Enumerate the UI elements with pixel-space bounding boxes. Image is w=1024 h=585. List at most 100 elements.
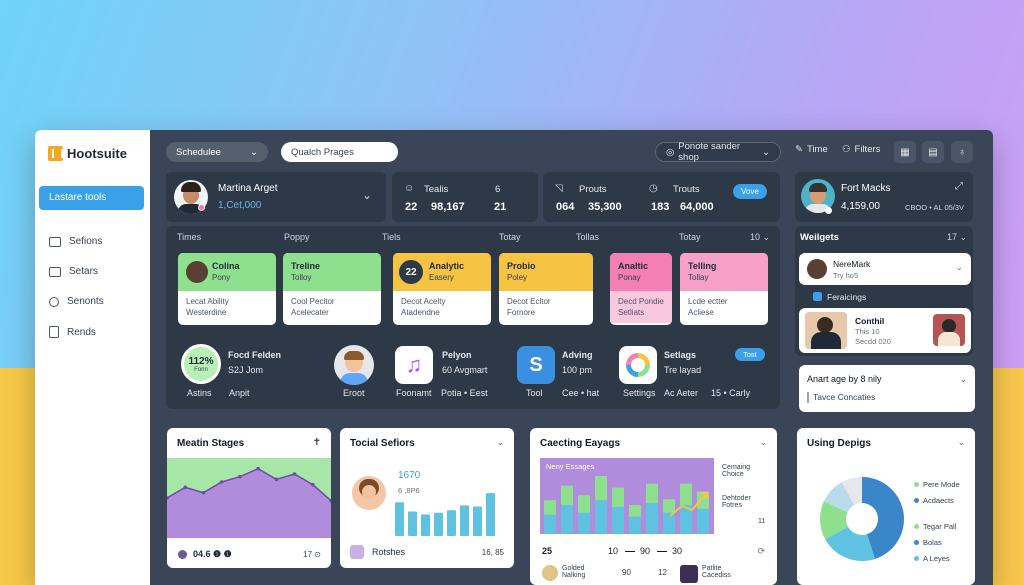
tile-treline[interactable]: Treline Tolloy Cool Pecitor Acelecater <box>283 253 381 325</box>
avatar <box>186 261 208 283</box>
profile-name: Martina Arget <box>218 183 278 194</box>
chart-bar <box>595 476 607 501</box>
chevron-down-icon[interactable]: ⌄ <box>496 437 504 447</box>
progress-sub: Fonn <box>194 366 208 373</box>
progress-subtitle: S2J Jom <box>228 365 264 375</box>
axis-label: 10 <box>608 546 619 556</box>
chart-point <box>256 466 260 471</box>
hootsuite-logo-icon <box>48 146 63 161</box>
chart-bar <box>561 505 573 534</box>
legend-item: Cemaing Choice <box>722 464 751 478</box>
chevron-down-icon: ⌄ <box>250 146 258 158</box>
widget-meta: Secdd 020 <box>855 337 891 346</box>
right-profile-card[interactable]: Fort Macks 4,159,00 CBOO • AL 05/3V ⤢ <box>795 172 973 222</box>
calendar-icon[interactable]: ▦ <box>894 141 916 163</box>
chart-bar <box>561 485 573 505</box>
chevron-down-icon[interactable]: ⌄ <box>955 262 963 272</box>
count-badge: 22 <box>399 260 423 284</box>
settings-sub: Tre layad <box>664 365 702 375</box>
chart-bar <box>646 503 658 534</box>
sidebar-item-active[interactable]: Lastare tools <box>39 186 144 210</box>
tile-line: Cool Pecitor <box>291 297 335 306</box>
people-icon: ⚇ <box>842 144 851 155</box>
progress-title: Focd Felden <box>228 350 282 360</box>
filters-button[interactable]: ⚇ Filters <box>842 144 880 155</box>
tile-analtic[interactable]: Analtic Ponay Decd Pondie Setliats <box>610 253 672 325</box>
chevron-down-icon[interactable]: ⌄ <box>361 188 372 202</box>
app-s-icon[interactable]: S <box>517 346 555 384</box>
sidebar-item-setars[interactable]: Setars <box>49 266 98 277</box>
settings-ring-icon[interactable] <box>619 346 657 384</box>
document-icon[interactable]: ▤ <box>922 141 944 163</box>
tile-probio[interactable]: Probio Poley Decot Ecltor Fornore <box>499 253 593 325</box>
brand-logo[interactable]: Hootsuite <box>48 146 127 161</box>
tile-colina[interactable]: Colina Pony Lecat Ability Westerdine <box>178 253 276 325</box>
music-label: Foonamt <box>396 388 432 398</box>
stat-value: 064 <box>556 201 575 213</box>
chart-bar <box>473 506 482 536</box>
app-sub: 100 pm <box>562 365 593 375</box>
expand-icon[interactable]: ⤢ <box>955 181 963 192</box>
music-icon[interactable]: ♫ <box>395 346 433 384</box>
settings-label: Ac Aeter <box>664 388 699 398</box>
axis-label: 25 <box>542 546 553 556</box>
widgets-count[interactable]: 17 ⌄ <box>947 232 968 242</box>
tile-line: Acelecater <box>291 308 329 317</box>
refresh-icon[interactable]: ⟳ <box>757 546 765 556</box>
legend-item: Tegar Pall <box>914 522 956 531</box>
chart-bar <box>680 505 692 534</box>
sidebar-item-rends[interactable]: Rends <box>49 326 96 338</box>
total-sefiors-card: Tocial Sefiors ⌄ 1670 6 ,8P6 Rotshes 16,… <box>340 428 514 568</box>
smart-title: Anart age by 8 nily <box>807 374 882 384</box>
widget-item[interactable]: Conthil This 10 Secdd 020 <box>799 308 971 353</box>
widget-item[interactable]: NereMark Try ho5 ⌄ <box>799 253 971 285</box>
app-label: Tool <box>526 388 543 398</box>
status-badge[interactable]: Vove <box>733 184 767 199</box>
profile-meta: CBOO • AL 05/3V <box>905 203 965 212</box>
panel-dropdown[interactable]: 10 ⌄ <box>750 232 771 242</box>
tile-analytic[interactable]: 22 Analytic Easery Decot Acelty Atadendne <box>393 253 491 325</box>
avatar <box>801 179 835 213</box>
schedule-select[interactable]: Schedulee ⌄ <box>166 142 268 162</box>
phone-icon: ◎ <box>666 146 675 158</box>
chart-bar <box>612 487 624 507</box>
tile-line: Decot Acelty <box>401 297 446 306</box>
sidebar-item-sefions[interactable]: Sefions <box>49 236 102 247</box>
chevron-down-icon[interactable]: ⌄ <box>957 437 965 447</box>
status-badge[interactable]: Tost <box>735 348 765 361</box>
legend-label: Tegar Pall <box>923 522 957 531</box>
phone-select-value: Ponote sander shop <box>678 141 741 163</box>
foot-item: 90 <box>622 568 631 577</box>
avatar[interactable] <box>334 345 374 385</box>
sidebar-item-label: Setars <box>69 266 98 277</box>
pin-icon[interactable]: ✝ <box>312 437 321 448</box>
tile-telling[interactable]: Telling Tollay Lcde ectter Acliese <box>680 253 768 325</box>
settings-label: 15 • Carly <box>711 388 751 398</box>
legend-item: Pere Mode <box>914 480 960 489</box>
tile-sub: Poley <box>507 273 528 282</box>
phone-select[interactable]: ◎ Ponote sander shop ⌄ <box>655 141 781 163</box>
card-sub: 6 ,8P6 <box>398 486 420 495</box>
sidebar-item-senonts[interactable]: Senonts <box>49 296 104 307</box>
time-label: Time <box>806 144 828 155</box>
schedule-select-value: Schedulee <box>176 146 221 158</box>
legend-label: Bolas <box>923 538 942 547</box>
chart-bar <box>646 483 658 504</box>
widgets-link[interactable]: Feraicings <box>827 292 867 302</box>
profile-card[interactable]: Martina Arget 1,Cet,000 ⌄ <box>166 172 386 222</box>
meatin-stages-card: Meatin Stages ✝ 04.6 ❶ ❶ 17 ⊙ <box>167 428 331 568</box>
card-title: Using Depigs <box>807 438 871 449</box>
chart-bar <box>663 499 675 513</box>
brand-name: Hootsuite <box>67 146 127 161</box>
chat-icon <box>49 236 61 247</box>
chevron-down-icon[interactable]: ⌄ <box>959 374 967 384</box>
time-button[interactable]: ✎ Time <box>795 144 828 155</box>
search-input[interactable]: Qualch Prages <box>281 142 398 162</box>
tile-title: Telling <box>688 261 717 271</box>
legend-dot <box>914 524 919 529</box>
chevron-down-icon[interactable]: ⌄ <box>759 437 767 447</box>
stat-value: 183 <box>651 201 670 213</box>
bell-icon[interactable]: ♁ <box>951 141 973 163</box>
stats-card-prouts: ◹ Prouts ◷ Trouts 064 35,300 183 64,000 … <box>543 172 780 222</box>
smart-age-card[interactable]: Anart age by 8 nily ⌄ Tavce Concaties <box>799 365 975 412</box>
